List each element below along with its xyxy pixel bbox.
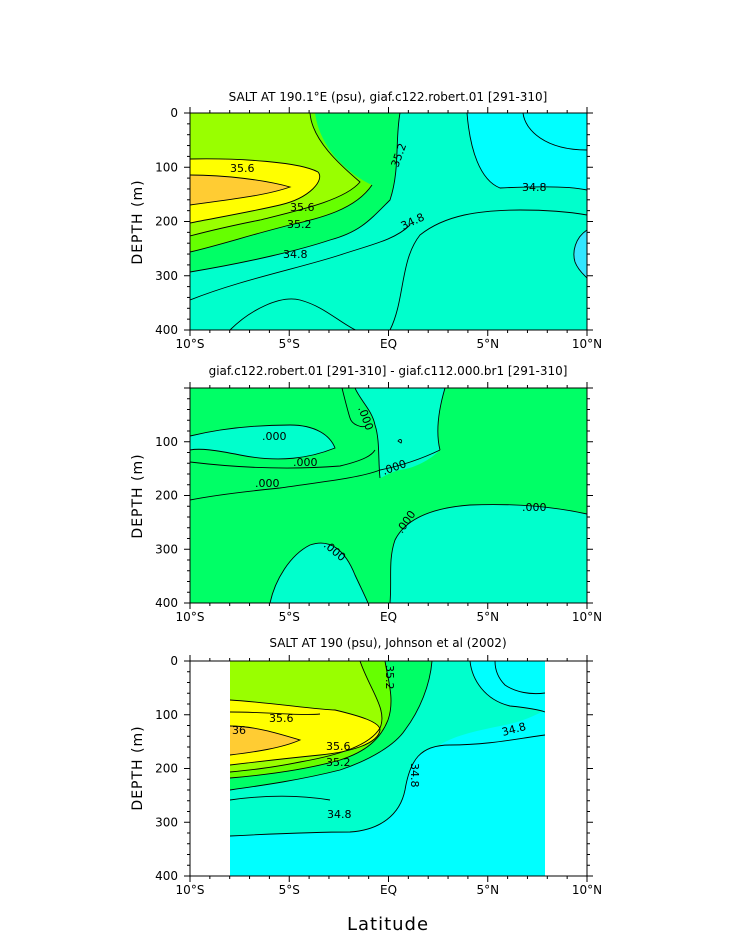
x-tick-label: 10°N — [572, 337, 602, 351]
x-tick-label: 10°N — [572, 883, 602, 897]
contour-fill-region — [190, 175, 290, 205]
panel-1-fill — [190, 113, 587, 330]
contour-fill-region — [467, 113, 587, 151]
contour-label: 35.6 — [269, 712, 294, 725]
panel-2-title: giaf.c122.robert.01 [291-310] - giaf.c11… — [209, 364, 568, 378]
panel-3-contour-labels: 36 35.6 35.6 35.2 35.2 34.8 34.8 34.8 — [232, 665, 527, 821]
contour-label: 35.2 — [326, 756, 351, 769]
panel-1-ylabel: DEPTH (m) — [130, 179, 146, 264]
contour-fill-region — [190, 255, 340, 330]
contour-label: .000 — [255, 477, 280, 490]
y-tick-label: 400 — [155, 869, 178, 883]
x-tick-label: 10°S — [176, 337, 205, 351]
x-tick-label: 10°S — [176, 883, 205, 897]
contour-label: 34.8 — [283, 248, 308, 261]
contour-fill-region — [440, 710, 545, 745]
contour-label: 35.6 — [326, 740, 351, 753]
x-tick-label: EQ — [380, 610, 397, 624]
y-tick-label: 200 — [155, 215, 178, 229]
panel-2: giaf.c122.robert.01 [291-310] - giaf.c11… — [130, 364, 602, 624]
contour-label: 35.6 — [230, 162, 255, 175]
x-axis-label: Latitude — [347, 914, 429, 935]
contour-label: .000 — [262, 430, 287, 443]
panel-3-contours — [230, 661, 545, 837]
x-tick-label: 5°N — [476, 610, 499, 624]
y-tick-label: 100 — [155, 160, 178, 174]
panel-2-ylabel: DEPTH (m) — [130, 453, 146, 538]
y-tick-label: 300 — [155, 269, 178, 283]
x-tick-label: EQ — [380, 337, 397, 351]
x-tick-label: 5°N — [476, 883, 499, 897]
contour-label: 34.8 — [500, 720, 527, 739]
x-tick-label: 10°S — [176, 610, 205, 624]
contour-label: 36 — [232, 724, 246, 737]
y-tick-label: 200 — [155, 489, 178, 503]
contour-fill-region — [230, 726, 300, 755]
contour-label: 34.8 — [408, 763, 421, 788]
contour-label: .000 — [293, 456, 318, 469]
y-tick-label: 200 — [155, 762, 178, 776]
contour-fill-region — [190, 450, 380, 500]
contour-fill-region — [355, 388, 445, 478]
x-tick-label: 5°S — [279, 337, 300, 351]
x-tick-label: 5°N — [476, 337, 499, 351]
contour-label: 34.8 — [522, 181, 547, 194]
x-tick-label: 5°S — [279, 610, 300, 624]
panel-3-title: SALT AT 190 (psu), Johnson et al (2002) — [269, 636, 506, 650]
contour-label: .000 — [522, 501, 547, 514]
contour-fill-region — [495, 661, 545, 694]
y-tick-label: 300 — [155, 542, 178, 556]
contour-label: 34.8 — [327, 808, 352, 821]
panel-3: SALT AT 190 (psu), Johnson et al (2002) — [130, 636, 602, 897]
panel-1-title: SALT AT 190.1°E (psu), giaf.c122.robert.… — [229, 90, 548, 104]
x-tick-label: EQ — [380, 883, 397, 897]
contour-fill-region — [190, 425, 335, 459]
y-tick-label: 100 — [155, 435, 178, 449]
contour-label: 35.6 — [290, 201, 315, 214]
y-tick-label: 300 — [155, 815, 178, 829]
contour-fill-region — [390, 504, 587, 603]
panel-3-fill — [230, 661, 545, 876]
y-tick-label: 0 — [170, 654, 178, 668]
y-tick-label: 100 — [155, 708, 178, 722]
panel-2-fill — [190, 388, 587, 603]
panel-3-ylabel: DEPTH (m) — [130, 725, 146, 810]
x-tick-label: 5°S — [279, 883, 300, 897]
panel-1-contours — [190, 113, 587, 330]
y-tick-label: 400 — [155, 323, 178, 337]
contour-label: 35.2 — [383, 665, 396, 690]
contour-fill-region — [270, 543, 368, 603]
x-tick-label: 10°N — [572, 610, 602, 624]
y-tick-label: 400 — [155, 596, 178, 610]
panel-2-contours — [190, 388, 587, 603]
y-tick-label: 0 — [170, 106, 178, 120]
panel-1: SALT AT 190.1°E (psu), giaf.c122.robert.… — [130, 90, 602, 351]
contour-label: 35.2 — [287, 218, 312, 231]
